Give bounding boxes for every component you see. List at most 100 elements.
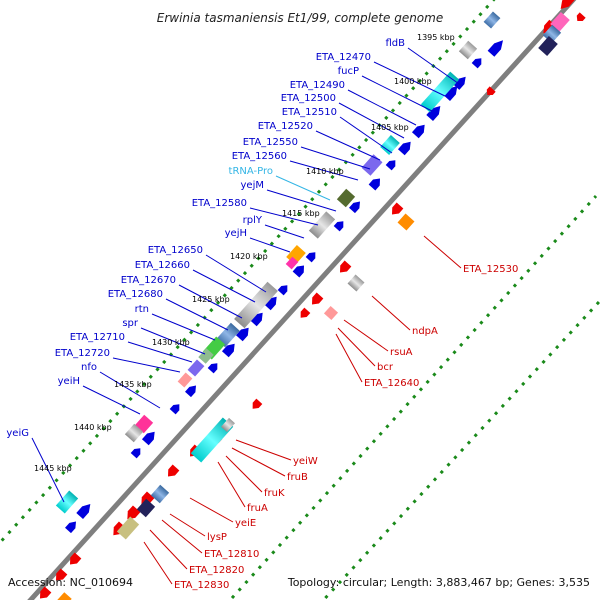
- reverse-gene-label: lysP: [207, 532, 227, 543]
- reverse-gene-arrow: [252, 398, 263, 409]
- forward-gene-arrow: [277, 285, 288, 296]
- reverse-gene-label: yeiE: [235, 518, 256, 529]
- forward-gene-label: ETA_12520: [258, 121, 313, 132]
- forward-leader-line: [151, 313, 216, 341]
- forward-gene-arrow: [130, 448, 141, 459]
- gray-gene-box: [458, 40, 478, 60]
- forward-gene-label: ETA_12660: [135, 260, 190, 271]
- kbp-tick-label: 1415 kbp: [282, 209, 320, 218]
- forward-gene-arrow: [249, 312, 263, 327]
- pink-gene-box: [550, 12, 570, 32]
- forward-gene-label: fldB: [385, 38, 405, 49]
- reverse-gene-label: yeiW: [293, 456, 318, 467]
- forward-gene-arrow: [426, 106, 441, 121]
- reverse-leader-line: [149, 529, 188, 570]
- forward-gene-label: fucP: [338, 66, 359, 77]
- forward-gene-label: tRNA-Pro: [229, 166, 273, 177]
- cyan-gene-box: [190, 417, 234, 463]
- forward-gene-label: rplY: [243, 215, 263, 226]
- forward-gene-label: yeiH: [58, 376, 80, 387]
- kbp-tick-label: 1420 kbp: [230, 252, 268, 261]
- reverse-gene-label: ETA_12810: [204, 549, 259, 560]
- forward-leader-line: [339, 116, 393, 154]
- forward-gene-label: spr: [122, 318, 139, 329]
- forward-leader-line: [275, 175, 331, 201]
- forward-gene-arrow: [349, 201, 361, 214]
- forward-gene-arrow: [141, 431, 155, 446]
- kbp-tick-label: 1400 kbp: [394, 77, 432, 86]
- forward-leader-line: [373, 61, 446, 97]
- forward-gene-arrow: [453, 76, 466, 90]
- forward-gene-arrow: [221, 343, 235, 358]
- forward-leader-line: [112, 357, 181, 373]
- forward-gene-arrow: [185, 385, 197, 398]
- forward-leader-line: [31, 437, 65, 503]
- forward-gene-arrow: [333, 221, 344, 232]
- reverse-leader-line: [343, 319, 389, 352]
- reverse-gene-label: ETA_12820: [189, 565, 244, 576]
- reverse-gene-arrow: [127, 505, 141, 520]
- reverse-dotted-track: [321, 298, 600, 600]
- forward-gene-arrow: [207, 363, 218, 374]
- reverse-gene-arrow: [300, 307, 311, 318]
- khaki-gene-box: [116, 516, 140, 540]
- reverse-dotted-track-2: [230, 194, 598, 600]
- forward-gene-arrow: [263, 296, 277, 311]
- reverse-gene-arrow: [55, 568, 68, 581]
- steel-gene-box: [483, 11, 501, 29]
- pink-light-gene-box: [177, 372, 193, 388]
- gray-gene-box: [221, 417, 235, 433]
- reverse-leader-line: [235, 439, 292, 461]
- steel-gene-box: [216, 322, 240, 348]
- forward-leader-line: [140, 327, 206, 355]
- kbp-tick-label: 1405 kbp: [371, 123, 409, 132]
- reverse-gene-label: ETA_12640: [364, 378, 419, 389]
- reverse-leader-line: [337, 327, 376, 367]
- forward-leader-line: [249, 237, 291, 253]
- forward-leader-line: [192, 269, 256, 303]
- navy-gene-box: [136, 498, 156, 518]
- reverse-gene-label: fruB: [287, 472, 308, 483]
- forward-gene-arrow: [305, 252, 316, 263]
- forward-gene-label: ETA_12560: [232, 151, 287, 162]
- kbp-ticks: 1395 kbp 1400 kbp 1405 kbp 1410 kbp 1415 kbp…: [34, 33, 455, 473]
- forward-gene-label: ETA_12720: [55, 348, 110, 359]
- reverse-gene-arrow: [69, 552, 82, 565]
- reverse-leader-line: [217, 461, 246, 508]
- navy-gene-box: [538, 36, 558, 56]
- reverse-leader-line: [225, 455, 263, 493]
- forward-gene-label: ETA_12650: [148, 245, 203, 256]
- reverse-gene-arrow: [486, 86, 496, 95]
- forward-gene-label: nfo: [81, 362, 97, 373]
- forward-gene-arrow: [169, 404, 180, 415]
- pink-gene-box: [285, 256, 299, 270]
- forward-gene-label: ETA_12670: [121, 275, 176, 286]
- purple-gene-box: [187, 359, 205, 377]
- gray-gene-box: [124, 423, 144, 443]
- forward-gene-label: yejM: [241, 180, 264, 191]
- pink-light-gene-box: [323, 305, 339, 321]
- reverse-gene-arrow: [167, 464, 180, 477]
- forward-gene-label: ETA_12710: [70, 332, 125, 343]
- reverse-leader-line: [231, 447, 286, 477]
- reverse-gene-arrow: [576, 12, 586, 21]
- forward-leader-line: [165, 298, 229, 331]
- forward-gene-arrow: [76, 504, 91, 519]
- reverse-gene-labels: ETA_12530ndpArsuAbcrETA_12640yeiWfruBfru…: [174, 264, 518, 591]
- olive-gene-box: [336, 188, 356, 208]
- forward-leader-line: [82, 385, 141, 415]
- forward-leader-line: [289, 160, 359, 181]
- label-leader-lines: [31, 47, 463, 585]
- forward-leader-line: [300, 146, 371, 170]
- reverse-leader-line: [371, 295, 411, 331]
- kbp-tick-label: 1395 kbp: [417, 33, 455, 42]
- reverse-gene-label: ETA_12830: [174, 580, 229, 591]
- reverse-gene-label: ndpA: [412, 326, 438, 337]
- forward-gene-label: yeiG: [6, 428, 29, 439]
- forward-gene-arrow: [385, 160, 396, 171]
- forward-leader-line: [347, 89, 417, 126]
- forward-gene-label: rtn: [135, 304, 149, 315]
- orange-gene-box: [397, 213, 415, 231]
- forward-gene-label: ETA_12680: [108, 289, 163, 300]
